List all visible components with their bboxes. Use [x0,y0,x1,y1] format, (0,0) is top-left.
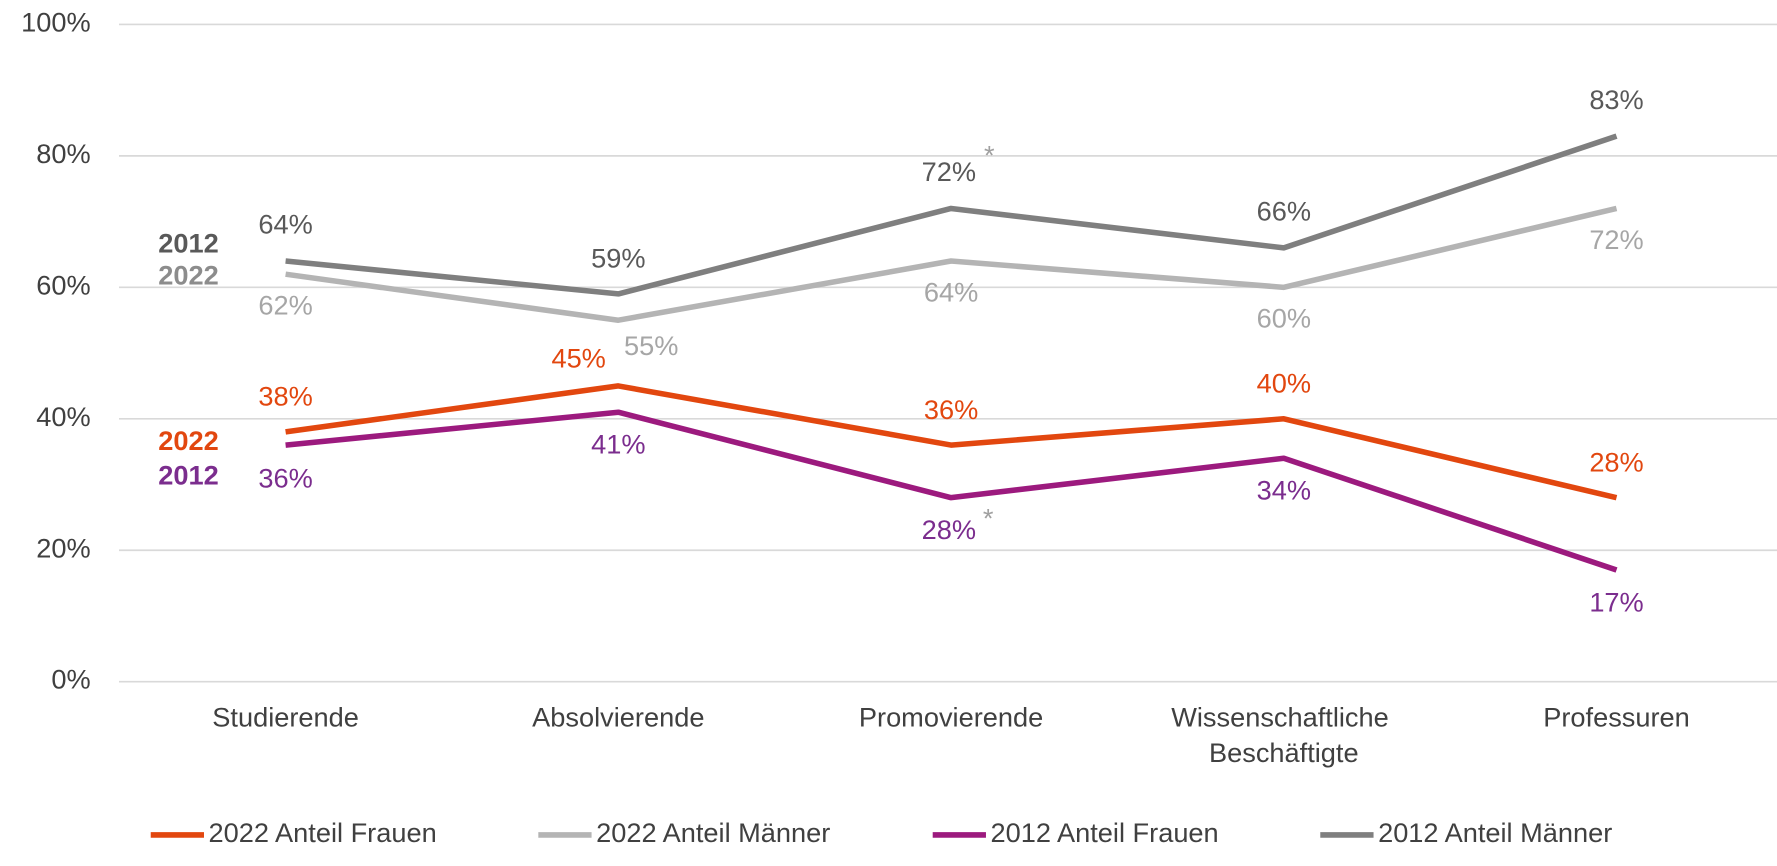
data-label: 59% [591,244,645,274]
legend-label: 2022 Anteil Frauen [209,818,437,848]
data-label: 72% [922,157,976,187]
data-label: 83% [1589,85,1643,115]
data-label: 64% [258,210,312,240]
series-line [285,409,1618,573]
series-start-label: 2012 [158,461,218,491]
data-label: 72% [1589,225,1643,255]
series-start-label: 2012 [158,229,218,259]
data-label: 38% [258,382,312,412]
series-line [285,133,1618,297]
y-tick-label: 40% [36,402,90,432]
series-start-label: 2022 [158,261,218,291]
x-tick-label: Studierende [212,703,359,733]
data-label: 17% [1589,588,1643,618]
series-line [285,205,1618,323]
x-tick-label: Professuren [1543,703,1690,733]
data-label: 66% [1257,197,1311,227]
y-tick-label: 80% [36,139,90,169]
y-tick-label: 0% [51,665,90,695]
data-label: 45% [551,344,605,374]
y-tick-label: 20% [36,534,90,564]
data-label: 40% [1257,369,1311,399]
series-start-label: 2022 [158,426,218,456]
data-label: 41% [591,430,645,460]
series-line [285,383,1618,501]
annotation: * [983,504,994,534]
x-tick-label: Promovierende [859,703,1043,733]
data-label: 64% [924,278,978,308]
data-label: 36% [258,464,312,494]
annotation: * [984,141,995,171]
y-tick-label: 100% [21,8,91,38]
y-tick-label: 60% [36,271,90,301]
legend-label: 2012 Anteil Männer [1378,818,1612,848]
data-label: 60% [1257,304,1311,334]
data-label: 28% [922,515,976,545]
x-tick-label: Wissenschaftliche Beschäftigte [1171,703,1396,768]
data-label: 62% [258,291,312,321]
legend-label: 2022 Anteil Männer [596,818,830,848]
x-tick-label: Absolvierende [532,703,704,733]
data-label: 36% [924,395,978,425]
data-label: 55% [624,331,678,361]
data-label: 34% [1257,476,1311,506]
data-label: 28% [1589,448,1643,478]
legend-label: 2012 Anteil Frauen [990,818,1218,848]
